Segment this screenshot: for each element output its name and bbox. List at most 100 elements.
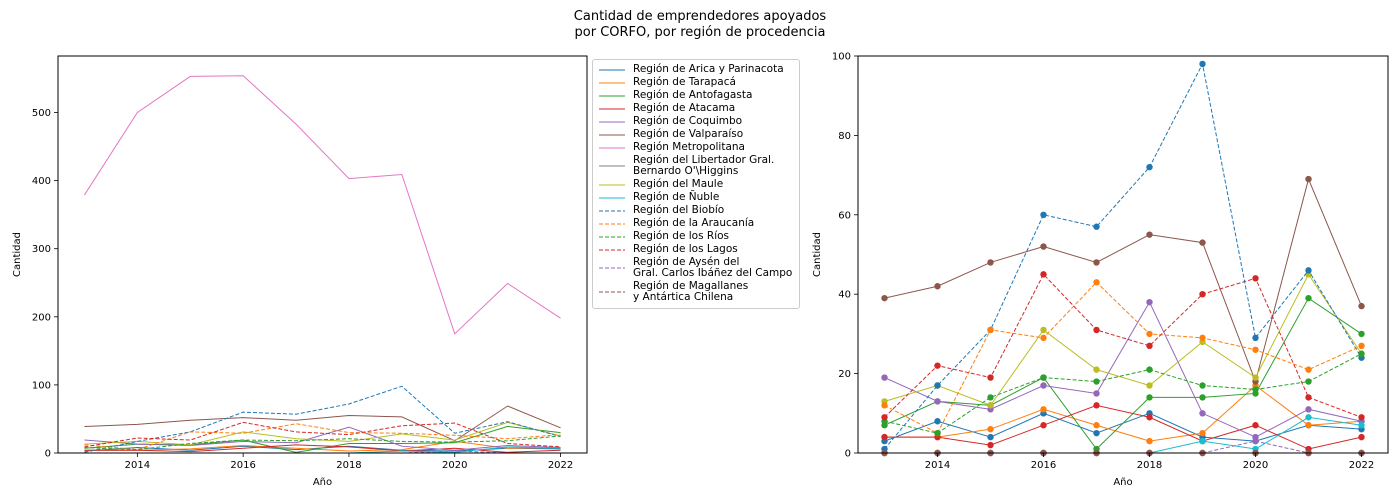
- data-point: [1305, 406, 1312, 413]
- data-point: [1146, 163, 1153, 171]
- data-point: [1093, 366, 1100, 373]
- data-point: [1199, 394, 1206, 401]
- data-point: [1358, 302, 1365, 310]
- data-point: [1358, 350, 1365, 357]
- legend-swatch: [599, 223, 625, 224]
- x-axis-label: Año: [1113, 477, 1132, 488]
- data-point: [987, 441, 994, 449]
- legend-item: Región del Maule: [593, 178, 799, 191]
- series-line: [884, 177, 1362, 384]
- data-point: [987, 425, 994, 433]
- legend-label: Región de Tarapacá: [633, 76, 736, 88]
- legend-label: Región del Maule: [633, 178, 724, 190]
- legend-item: Región Metropolitana: [593, 141, 799, 154]
- legend-swatch: [599, 134, 625, 135]
- data-point: [1146, 298, 1153, 306]
- data-point: [1040, 334, 1047, 342]
- x-tick-label: 2022: [1349, 460, 1374, 471]
- series-line: [884, 412, 1362, 442]
- series-line: [884, 353, 1362, 434]
- data-point: [1358, 433, 1365, 441]
- data-point: [1252, 374, 1259, 381]
- x-tick-label: 2016: [230, 460, 255, 471]
- series-group-left: [84, 75, 561, 454]
- data-point: [1358, 414, 1365, 421]
- y-tick-label: 100: [32, 380, 51, 391]
- y-tick-label: 60: [838, 210, 851, 221]
- legend-item: Región de Magallanes y Antártica Chilena: [593, 280, 799, 304]
- data-point: [1199, 291, 1206, 298]
- y-tick-label: 300: [32, 244, 51, 255]
- data-point: [1093, 402, 1100, 409]
- data-point: [1305, 414, 1312, 421]
- legend-label: Región de Ñuble: [633, 191, 720, 203]
- series-line: [884, 273, 1362, 418]
- x-tick-label: 2020: [1243, 460, 1268, 471]
- data-point: [1040, 374, 1047, 381]
- series-line: [884, 440, 1362, 454]
- legend-item: Región de la Araucanía: [593, 217, 799, 230]
- legend-item: Región de Tarapacá: [593, 76, 799, 89]
- chart-legend: Región de Arica y Parinacota Región de Ta…: [592, 59, 800, 309]
- plot-right: 2014 2016 2018 2020 2022 0 20 40 60 80 100 Año Canti…: [812, 52, 1389, 488]
- x-tick-label: 2016: [1031, 460, 1056, 471]
- data-point: [1252, 275, 1259, 282]
- legend-swatch: [599, 82, 625, 83]
- series-line: [84, 385, 561, 453]
- data-point: [1358, 342, 1365, 350]
- legend-swatch: [599, 236, 625, 237]
- data-point: [1040, 271, 1047, 278]
- legend-swatch: [599, 95, 625, 96]
- series-line: [84, 440, 561, 452]
- data-point: [1305, 366, 1312, 373]
- data-point: [1146, 231, 1153, 238]
- data-point: [881, 294, 888, 302]
- legend-label: Región de Magallanes y Antártica Chilena: [633, 280, 749, 303]
- legend-swatch: [599, 69, 625, 70]
- y-tick-label: 0: [845, 449, 851, 460]
- data-point: [1146, 330, 1153, 338]
- legend-item: Región del Libertador Gral. Bernardo O'\…: [593, 154, 799, 178]
- data-point: [1199, 239, 1206, 246]
- data-point: [1146, 382, 1153, 389]
- series-line: [884, 62, 1362, 450]
- data-point: [1252, 334, 1259, 342]
- data-point: [934, 382, 941, 389]
- data-point: [1093, 259, 1100, 266]
- data-point: [881, 374, 888, 381]
- y-tick-label: 0: [45, 449, 51, 460]
- legend-label: Región de Valparaíso: [633, 128, 744, 140]
- series-line: [884, 297, 1362, 450]
- series-line: [84, 423, 561, 451]
- series-line: [84, 405, 561, 442]
- data-point: [1199, 382, 1206, 389]
- data-point: [1093, 390, 1100, 397]
- data-point: [881, 414, 888, 421]
- series-line: [84, 435, 561, 451]
- series-line: [884, 404, 1362, 450]
- y-tick-label: 20: [838, 369, 851, 380]
- x-axis-label: Año: [313, 477, 332, 488]
- series-line: [884, 281, 1362, 434]
- data-point: [1040, 211, 1047, 218]
- y-tick-label: 400: [32, 176, 51, 187]
- data-point: [1305, 267, 1312, 274]
- series-group-right: [881, 60, 1365, 457]
- y-axis-label: Cantidad: [12, 232, 23, 277]
- series-line: [84, 421, 561, 446]
- legend-label: Región de Coquimbo: [633, 115, 743, 127]
- legend-swatch: [599, 147, 625, 148]
- data-point: [1040, 422, 1047, 429]
- data-point: [1305, 422, 1312, 429]
- legend-swatch: [599, 267, 625, 269]
- legend-label: Región de la Araucanía: [633, 217, 755, 229]
- data-point: [1252, 422, 1259, 429]
- data-point: [1358, 330, 1365, 338]
- data-point: [1146, 414, 1153, 421]
- legend-swatch: [599, 121, 625, 122]
- legend-item: Región de Arica y Parinacota: [593, 63, 799, 76]
- x-tick-label: 2018: [336, 460, 361, 471]
- legend-item: Región de Atacama: [593, 102, 799, 115]
- x-tick-label: 2014: [925, 460, 950, 471]
